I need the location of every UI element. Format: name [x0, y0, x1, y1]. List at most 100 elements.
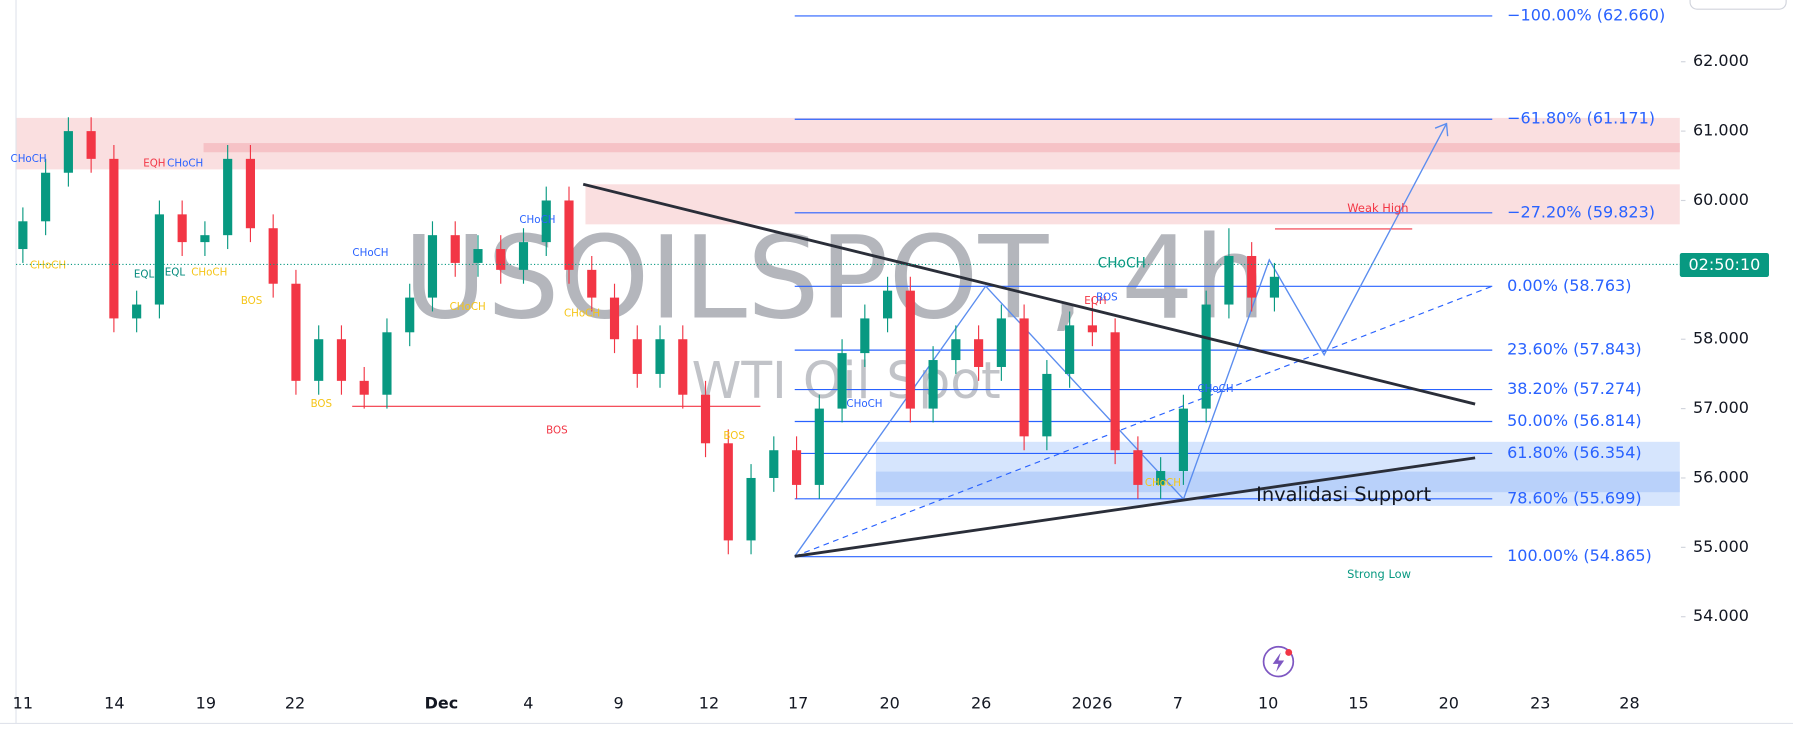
candle-body — [1201, 304, 1211, 409]
candle-body — [109, 158, 119, 319]
projection-path — [794, 123, 1448, 557]
annotation: CHoCH — [450, 301, 486, 313]
annotation: BOS — [1096, 292, 1117, 304]
candle-body — [223, 158, 233, 236]
x-tick-label: 14 — [104, 693, 124, 712]
x-tick-label: 20 — [1439, 693, 1459, 712]
y-tick-label: 55.000 — [1693, 537, 1749, 556]
candle-body — [883, 290, 893, 319]
candle-body — [245, 158, 255, 229]
annotation: BOS — [723, 430, 744, 442]
candle-body — [268, 228, 278, 284]
candle-body — [200, 235, 210, 243]
x-tick-label: 4 — [523, 693, 533, 712]
annotation: EQH — [143, 158, 165, 170]
candle-body — [518, 242, 529, 270]
annotation: CHoCH — [564, 308, 600, 320]
x-tick-label: Dec — [425, 693, 459, 712]
candle-body — [587, 269, 597, 298]
trendlines — [582, 182, 1476, 558]
candle-body — [382, 332, 392, 395]
candle-body — [791, 450, 802, 485]
candle-body — [951, 339, 961, 361]
annotation: CHoCH — [352, 247, 388, 259]
candle-body — [177, 214, 187, 243]
candle-body — [1065, 325, 1075, 374]
annotation: EQL — [165, 266, 186, 278]
candle-body — [18, 221, 28, 250]
candle-body — [1110, 332, 1120, 451]
annotation: CHoCH — [11, 153, 47, 165]
candle-body — [974, 339, 984, 367]
candle-body — [41, 172, 51, 222]
fib-label: −100.00% (62.660) — [1507, 5, 1665, 24]
candle-body — [860, 318, 870, 354]
demand-zone-core — [875, 471, 1680, 493]
fib-label: 23.60% (57.843) — [1507, 340, 1641, 359]
fib-label: −27.20% (59.823) — [1507, 202, 1655, 221]
countdown: 02:50:10 — [1688, 255, 1760, 274]
projection-arrow — [1434, 122, 1449, 137]
candle-body — [609, 297, 620, 340]
candle-body — [746, 477, 756, 541]
candle-body — [905, 290, 915, 409]
supply-zone-core — [203, 143, 1680, 153]
alert-dot — [1285, 649, 1293, 656]
annotation: BOS — [311, 398, 332, 410]
alert-bolt — [1272, 652, 1285, 672]
candle-body — [86, 131, 96, 159]
candle-body — [564, 200, 574, 270]
x-tick-label: 12 — [699, 693, 719, 712]
x-tick-label: 11 — [13, 693, 33, 712]
y-tick-label: 56.000 — [1693, 467, 1749, 486]
candle-body — [1269, 276, 1279, 298]
x-tick-label: 2026 — [1072, 693, 1113, 712]
annotation: BOS — [546, 424, 567, 436]
annotation: CHoCH — [30, 260, 66, 272]
candle-body — [405, 297, 415, 333]
x-tick-label: 17 — [788, 693, 808, 712]
resistance-trendline — [582, 182, 1476, 406]
candle-body — [473, 249, 483, 263]
x-tick-label: 15 — [1348, 693, 1368, 712]
x-tick-label: 20 — [879, 693, 899, 712]
candle-body — [814, 408, 824, 485]
candle-body — [655, 339, 665, 374]
annotation: CHoCH — [167, 158, 203, 170]
fib-label: 100.00% (54.865) — [1507, 546, 1652, 565]
y-tick-label: 60.000 — [1693, 190, 1749, 209]
countdown-tag — [1679, 252, 1769, 278]
annotation: EQL — [134, 269, 155, 281]
candle-body — [837, 353, 847, 409]
x-tick-label: 19 — [196, 693, 216, 712]
fib-label: 0.00% (58.763) — [1507, 276, 1631, 295]
candle-body — [132, 304, 142, 319]
supply-zone — [585, 184, 1680, 225]
candle-body — [1042, 373, 1052, 437]
labels: 54.00055.00056.00057.00058.00059.00060.0… — [11, 5, 1749, 712]
x-tick-label: 7 — [1173, 693, 1183, 712]
candle-body — [450, 235, 460, 263]
candle-body — [427, 235, 438, 298]
candle-body — [63, 131, 73, 173]
candle-body — [291, 283, 301, 381]
fib-label: 78.60% (55.699) — [1507, 488, 1641, 507]
fib-label: 50.00% (56.814) — [1507, 411, 1641, 430]
annotation: Strong Low — [1347, 567, 1411, 581]
annotation: CHoCH — [846, 398, 882, 410]
candle-body — [723, 443, 733, 541]
candle-body — [154, 214, 164, 305]
fib-label: 61.80% (56.354) — [1507, 443, 1641, 462]
candles — [18, 117, 1279, 555]
settings-button[interactable] — [1689, 0, 1787, 10]
candle-body — [1224, 255, 1234, 305]
candle-body — [700, 394, 711, 444]
fib-label: −61.80% (61.171) — [1507, 109, 1655, 128]
candle-body — [928, 360, 938, 409]
candle-body — [996, 318, 1006, 367]
candle-body — [1133, 450, 1143, 485]
x-tick-label: 23 — [1530, 693, 1550, 712]
watermark-title: USOILSPOT, 4h — [403, 211, 1266, 344]
fib-label: 38.20% (57.274) — [1507, 379, 1641, 398]
candle-body — [1178, 408, 1188, 472]
